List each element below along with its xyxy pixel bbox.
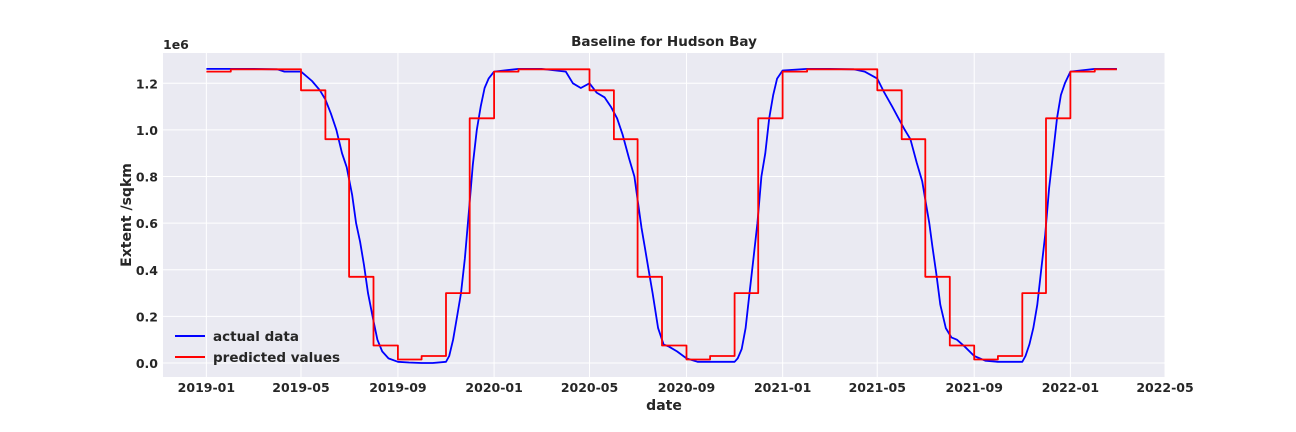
y-ticks: 0.0 0.2 0.4 0.6 0.8 1.0 1.2 (136, 76, 158, 371)
x-axis-label: date (646, 398, 682, 414)
x-tick-label: 2021-09 (946, 380, 1003, 395)
x-tick-label: 2021-01 (754, 380, 811, 395)
x-tick-label: 2022-05 (1136, 380, 1193, 395)
y-offset-label: 1e6 (163, 37, 189, 52)
y-tick-label: 1.2 (136, 76, 158, 91)
series-line-actual-data (206, 68, 1117, 364)
series (206, 68, 1117, 364)
legend-label-predicted-values: predicted values (213, 350, 340, 366)
y-tick-label: 0.4 (136, 263, 158, 278)
x-tick-label: 2022-01 (1042, 380, 1099, 395)
plot-area (163, 53, 1165, 377)
x-tick-label: 2019-09 (369, 380, 426, 395)
x-tick-label: 2020-09 (658, 380, 715, 395)
y-tick-label: 0.6 (136, 216, 158, 231)
y-tick-label: 0.2 (136, 309, 158, 324)
legend-label-actual-data: actual data (213, 329, 299, 345)
chart-title: Baseline for Hudson Bay (571, 34, 757, 50)
x-tick-label: 2019-01 (178, 380, 235, 395)
y-tick-label: 0.8 (136, 170, 158, 185)
x-tick-label: 2019-05 (272, 380, 329, 395)
x-tick-label: 2020-05 (561, 380, 618, 395)
y-axis-label: Extent /sqkm (119, 163, 135, 267)
x-ticks: 2019-01 2019-05 2019-09 2020-01 2020-05 2020-… (178, 380, 1194, 395)
x-tick-label: 2021-05 (849, 380, 906, 395)
grid (163, 53, 1166, 377)
y-tick-label: 0.0 (136, 356, 158, 371)
series-line-predicted-values (206, 68, 1117, 361)
legend: actual data predicted values (175, 329, 340, 366)
y-tick-label: 1.0 (136, 123, 158, 138)
x-tick-label: 2020-01 (465, 380, 522, 395)
